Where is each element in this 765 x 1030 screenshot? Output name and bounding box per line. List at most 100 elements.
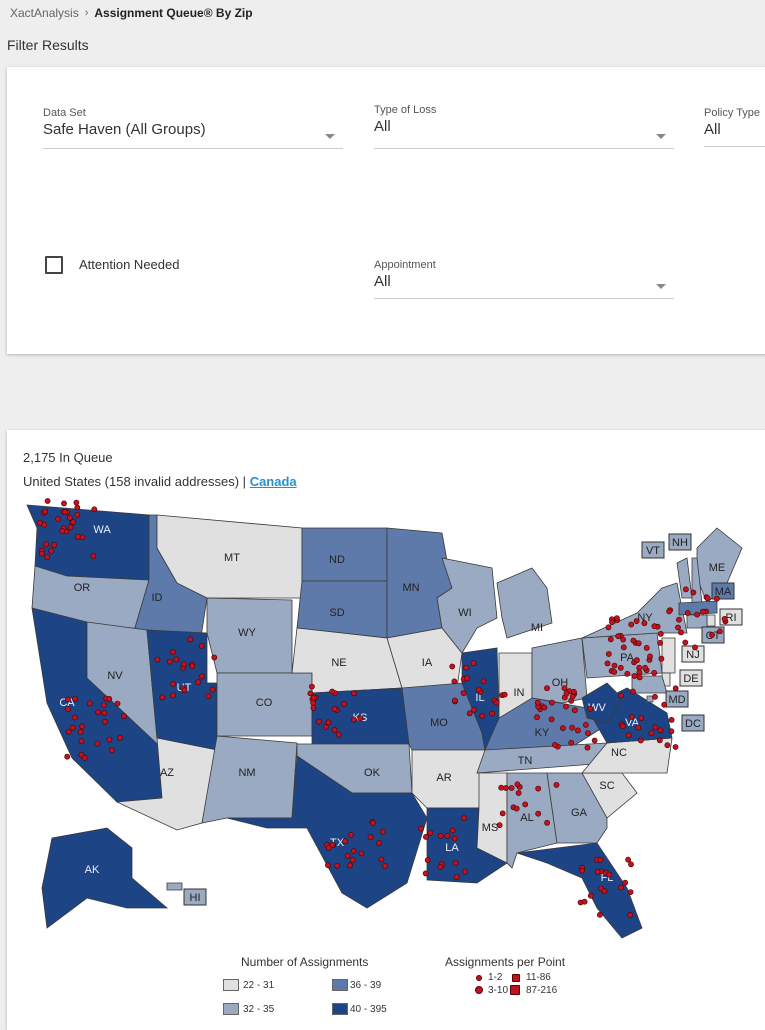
assignment-point[interactable]: [563, 703, 569, 710]
assignment-point[interactable]: [170, 681, 177, 687]
assignment-point[interactable]: [307, 690, 314, 697]
state-dc[interactable]: [646, 695, 654, 703]
assignment-point[interactable]: [349, 857, 356, 863]
assignment-point[interactable]: [335, 731, 342, 738]
canada-link[interactable]: Canada: [249, 474, 297, 489]
assignment-point[interactable]: [647, 653, 653, 660]
assignment-point[interactable]: [379, 828, 386, 835]
assignment-point[interactable]: [611, 662, 618, 669]
assignment-point[interactable]: [591, 737, 598, 744]
assignment-point[interactable]: [74, 504, 81, 511]
assignment-point[interactable]: [627, 889, 634, 895]
assignment-point[interactable]: [67, 524, 74, 531]
assignment-point[interactable]: [552, 741, 558, 748]
assignment-point[interactable]: [117, 734, 123, 741]
assignment-point[interactable]: [692, 644, 698, 651]
assignment-point[interactable]: [587, 892, 594, 899]
assignment-point[interactable]: [189, 663, 196, 669]
assignment-point[interactable]: [422, 833, 429, 840]
assignment-point[interactable]: [102, 718, 108, 725]
assignment-point[interactable]: [682, 639, 689, 646]
us-state-map[interactable]: WAORCAIDNVUTAZMTWYCONMNDSDNEKSOKTXMNIAMO…: [7, 488, 765, 948]
assignment-point[interactable]: [460, 690, 467, 696]
assignment-point[interactable]: [378, 856, 385, 863]
policy-type-select[interactable]: Policy Type All: [704, 107, 765, 147]
assignment-point[interactable]: [656, 737, 663, 744]
assignment-point[interactable]: [534, 714, 540, 721]
state-label-box[interactable]: [711, 582, 735, 600]
assignment-point[interactable]: [209, 686, 216, 693]
assignment-point[interactable]: [628, 621, 635, 628]
assignment-point[interactable]: [329, 688, 336, 695]
assignment-point[interactable]: [74, 511, 81, 518]
assignment-point[interactable]: [652, 724, 659, 731]
assignment-point[interactable]: [493, 699, 500, 706]
assignment-point[interactable]: [38, 550, 45, 557]
assignment-point[interactable]: [475, 686, 482, 693]
assignment-point[interactable]: [91, 506, 98, 513]
assignment-point[interactable]: [69, 724, 76, 731]
assignment-point[interactable]: [357, 715, 364, 722]
assignment-point[interactable]: [81, 754, 88, 761]
state-nc[interactable]: [581, 737, 673, 774]
assignment-point[interactable]: [622, 879, 629, 886]
assignment-point[interactable]: [657, 639, 664, 646]
assignment-point[interactable]: [672, 744, 679, 750]
assignment-point[interactable]: [684, 610, 691, 616]
assignment-point[interactable]: [114, 700, 121, 707]
assignment-point[interactable]: [636, 669, 643, 676]
assignment-point[interactable]: [658, 655, 665, 662]
assignment-point[interactable]: [106, 695, 113, 702]
state-vt[interactable]: [676, 557, 693, 599]
assignment-point[interactable]: [453, 874, 460, 880]
assignment-point[interactable]: [601, 888, 608, 895]
assignment-point[interactable]: [631, 673, 638, 679]
assignment-point[interactable]: [607, 636, 614, 643]
assignment-point[interactable]: [376, 839, 382, 846]
assignment-point[interactable]: [721, 615, 728, 622]
assignment-point[interactable]: [71, 714, 78, 721]
assignment-point[interactable]: [90, 553, 97, 560]
state-label-box[interactable]: [641, 541, 665, 559]
assignment-point[interactable]: [501, 691, 508, 698]
assignment-point[interactable]: [553, 781, 560, 788]
state-nj[interactable]: [661, 637, 676, 674]
assignment-point[interactable]: [154, 656, 161, 663]
assignment-point[interactable]: [597, 856, 604, 863]
assignment-point[interactable]: [95, 709, 102, 716]
state-label-box[interactable]: [665, 690, 689, 708]
assignment-point[interactable]: [417, 825, 424, 832]
assignment-point[interactable]: [106, 736, 113, 743]
assignment-point[interactable]: [331, 706, 338, 712]
assignment-point[interactable]: [479, 712, 486, 719]
assignment-point[interactable]: [549, 699, 555, 706]
assignment-point[interactable]: [310, 694, 317, 701]
assignment-point[interactable]: [159, 694, 166, 701]
assignment-point[interactable]: [329, 841, 336, 848]
assignment-point[interactable]: [347, 832, 354, 838]
assignment-point[interactable]: [690, 589, 697, 596]
state-label-box[interactable]: [681, 714, 705, 732]
assignment-point[interactable]: [331, 726, 338, 733]
assignment-point[interactable]: [422, 870, 429, 877]
assignment-point[interactable]: [462, 868, 468, 875]
assignment-point[interactable]: [70, 519, 77, 525]
assignment-point[interactable]: [65, 706, 71, 712]
assignment-point[interactable]: [334, 862, 341, 869]
assignment-point[interactable]: [344, 852, 351, 859]
assignment-point[interactable]: [489, 710, 496, 717]
assignment-point[interactable]: [664, 742, 671, 749]
assignment-point[interactable]: [350, 716, 357, 723]
assignment-point[interactable]: [461, 815, 467, 821]
assignment-point[interactable]: [651, 623, 658, 630]
assignment-point[interactable]: [44, 498, 51, 504]
assignment-point[interactable]: [683, 586, 689, 593]
assignment-point[interactable]: [466, 710, 473, 717]
assignment-point[interactable]: [569, 693, 576, 700]
breadcrumb-root[interactable]: XactAnalysis: [10, 6, 79, 20]
assignment-point[interactable]: [587, 705, 594, 712]
assignment-point[interactable]: [508, 785, 515, 791]
assignment-point[interactable]: [604, 660, 611, 667]
assignment-point[interactable]: [55, 516, 61, 522]
assignment-point[interactable]: [624, 670, 631, 677]
